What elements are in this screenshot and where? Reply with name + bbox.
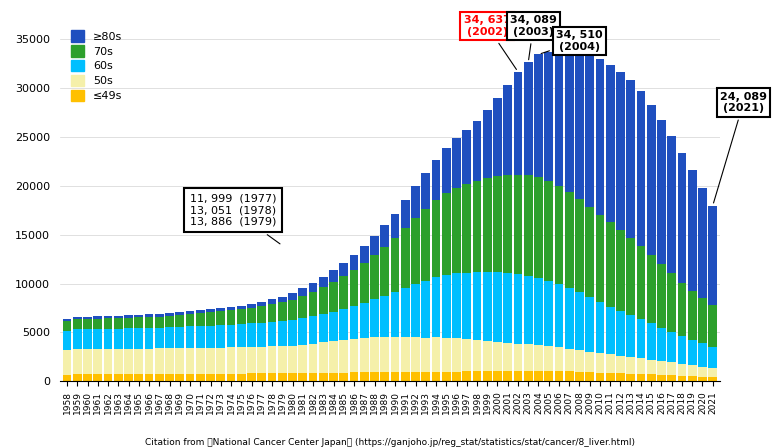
Bar bbox=[452, 138, 461, 188]
Bar bbox=[288, 346, 297, 373]
Bar bbox=[606, 65, 615, 222]
Bar bbox=[309, 344, 317, 373]
Bar bbox=[647, 105, 656, 255]
Bar bbox=[309, 291, 317, 316]
Bar bbox=[73, 317, 82, 319]
Bar bbox=[401, 337, 410, 372]
Bar bbox=[575, 350, 584, 371]
Bar bbox=[698, 298, 707, 343]
Bar bbox=[278, 373, 286, 381]
Bar bbox=[442, 194, 451, 275]
Bar bbox=[186, 312, 194, 314]
Bar bbox=[104, 374, 112, 381]
Bar bbox=[421, 372, 430, 381]
Bar bbox=[483, 371, 491, 381]
Bar bbox=[544, 181, 553, 281]
Bar bbox=[237, 306, 246, 309]
Bar bbox=[442, 148, 451, 194]
Bar bbox=[165, 327, 174, 348]
Bar bbox=[626, 357, 635, 374]
Bar bbox=[626, 315, 635, 357]
Bar bbox=[144, 328, 154, 349]
Bar bbox=[247, 308, 256, 323]
Bar bbox=[104, 329, 112, 349]
Bar bbox=[463, 185, 471, 273]
Bar bbox=[299, 345, 307, 373]
Bar bbox=[349, 255, 358, 270]
Bar bbox=[114, 329, 122, 349]
Bar bbox=[278, 346, 286, 373]
Bar bbox=[257, 302, 266, 306]
Bar bbox=[309, 373, 317, 381]
Bar bbox=[503, 175, 512, 273]
Bar bbox=[534, 55, 543, 177]
Bar bbox=[339, 276, 348, 309]
Bar bbox=[329, 373, 338, 381]
Text: 11, 999  (1977)
13, 051  (1978)
13, 886  (1979): 11, 999 (1977) 13, 051 (1978) 13, 886 (1… bbox=[190, 194, 280, 244]
Bar bbox=[288, 320, 297, 346]
Bar bbox=[299, 373, 307, 381]
Bar bbox=[114, 374, 122, 381]
Bar bbox=[698, 188, 707, 298]
Bar bbox=[688, 340, 697, 365]
Bar bbox=[452, 371, 461, 381]
Bar bbox=[606, 373, 615, 381]
Bar bbox=[319, 373, 328, 381]
Bar bbox=[626, 374, 635, 381]
Bar bbox=[514, 344, 523, 371]
Bar bbox=[216, 347, 225, 374]
Bar bbox=[360, 303, 369, 338]
Bar bbox=[257, 373, 266, 381]
Bar bbox=[678, 364, 686, 375]
Bar bbox=[391, 372, 399, 381]
Bar bbox=[708, 206, 717, 305]
Bar bbox=[483, 178, 491, 272]
Bar bbox=[555, 186, 563, 283]
Bar bbox=[565, 288, 573, 349]
Bar bbox=[463, 371, 471, 381]
Bar bbox=[237, 324, 246, 347]
Legend: ≥80s, 70s, 60s, 50s, ≤49s: ≥80s, 70s, 60s, 50s, ≤49s bbox=[66, 25, 128, 106]
Bar bbox=[83, 375, 92, 381]
Bar bbox=[360, 338, 369, 372]
Bar bbox=[227, 311, 236, 325]
Bar bbox=[401, 228, 410, 288]
Bar bbox=[370, 372, 379, 381]
Bar bbox=[319, 314, 328, 342]
Bar bbox=[165, 374, 174, 381]
Bar bbox=[124, 349, 133, 374]
Bar bbox=[452, 188, 461, 273]
Text: 34, 637
(2002): 34, 637 (2002) bbox=[464, 15, 516, 69]
Bar bbox=[473, 273, 481, 340]
Bar bbox=[411, 186, 420, 218]
Bar bbox=[473, 340, 481, 371]
Bar bbox=[514, 174, 523, 274]
Bar bbox=[206, 348, 215, 374]
Bar bbox=[339, 373, 348, 381]
Bar bbox=[514, 72, 523, 174]
Bar bbox=[483, 110, 491, 178]
Bar bbox=[83, 319, 92, 329]
Bar bbox=[381, 337, 389, 372]
Bar bbox=[514, 371, 523, 381]
Bar bbox=[144, 317, 154, 328]
Bar bbox=[176, 348, 184, 374]
Bar bbox=[555, 371, 563, 381]
Bar bbox=[503, 343, 512, 371]
Bar bbox=[299, 318, 307, 345]
Bar bbox=[544, 281, 553, 346]
Bar bbox=[616, 72, 625, 231]
Bar bbox=[155, 316, 164, 328]
Bar bbox=[668, 274, 676, 332]
Bar bbox=[237, 309, 246, 324]
Bar bbox=[698, 367, 707, 376]
Bar bbox=[647, 360, 656, 374]
Bar bbox=[678, 337, 686, 364]
Bar bbox=[299, 295, 307, 318]
Bar bbox=[206, 312, 215, 325]
Bar bbox=[483, 272, 491, 341]
Bar bbox=[73, 319, 82, 329]
Bar bbox=[227, 307, 236, 311]
Bar bbox=[411, 218, 420, 284]
Bar bbox=[503, 273, 512, 343]
